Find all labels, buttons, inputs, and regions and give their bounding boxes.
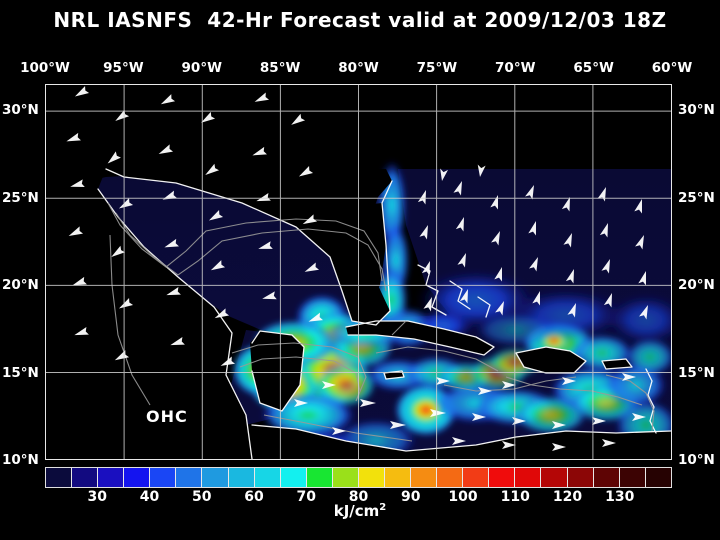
- colorbar-segment: [567, 468, 594, 487]
- colorbar-segment: [332, 468, 359, 487]
- colorbar-tick-label: 80: [348, 489, 369, 505]
- lat-tick-label-right: 10°N: [678, 452, 715, 468]
- colorbar-tick-label: 50: [192, 489, 212, 505]
- colorbar-segment: [541, 468, 568, 487]
- page-title: NRL IASNFS 42-Hr Forecast valid at 2009/…: [53, 8, 667, 32]
- colorbar-segment: [254, 468, 281, 487]
- lat-tick-label-left: 25°N: [2, 189, 39, 206]
- units-exponent: 2: [379, 502, 387, 513]
- colorbar-segment: [593, 468, 620, 487]
- colorbar-segment: [358, 468, 386, 487]
- lon-tick-label: 95°W: [103, 60, 144, 76]
- colorbar-segment: [306, 468, 333, 487]
- lat-tick-label-right: 30°N: [678, 102, 715, 119]
- colorbar-segment: [150, 468, 177, 487]
- colorbar-segment: [515, 468, 542, 487]
- lon-tick-label: 70°W: [495, 60, 536, 76]
- lat-tick-label-right: 20°N: [678, 277, 715, 294]
- colorbar-segment: [619, 468, 646, 487]
- lat-tick-label-left: 30°N: [2, 102, 39, 119]
- colorbar-tick-label: 60: [244, 489, 264, 505]
- current-vectors: [66, 86, 648, 451]
- colorbar-segment: [463, 468, 490, 487]
- colorbar-segment: [411, 468, 438, 487]
- lon-tick-label: 85°W: [259, 60, 301, 76]
- colorbar-segment: [228, 468, 255, 487]
- colorbar-segment: [124, 468, 151, 487]
- bathymetry-contours: [107, 202, 655, 442]
- colorbar-tick-label: 100: [448, 489, 478, 505]
- lon-tick-label: 65°W: [573, 60, 614, 76]
- lat-tick-label-left: 15°N: [2, 364, 39, 381]
- field-annotation: OHC: [146, 407, 188, 426]
- colorbar[interactable]: [45, 467, 672, 488]
- colorbar-units-label: kJ/cm2: [0, 502, 720, 520]
- lat-tick-label-right: 25°N: [678, 189, 715, 206]
- colorbar-segment: [202, 468, 229, 487]
- colorbar-segment: [98, 468, 125, 487]
- landmasses: [46, 169, 671, 459]
- colorbar-tick-label: 120: [552, 489, 583, 505]
- ohc-heatmap: [46, 85, 671, 459]
- map-canvas: [46, 85, 671, 459]
- lon-tick-label: 80°W: [338, 60, 379, 76]
- coastlines: [97, 168, 671, 459]
- map-gridlines: [46, 85, 671, 459]
- colorbar-segment: [385, 468, 412, 487]
- lon-tick-label: 100°W: [20, 60, 70, 76]
- lat-tick-label-left: 20°N: [2, 277, 39, 294]
- colorbar-tick-label: 90: [401, 489, 421, 505]
- colorbar-tick-label: 70: [296, 489, 316, 505]
- colorbar-segment: [72, 468, 99, 487]
- colorbar-tick-label: 130: [605, 489, 635, 505]
- colorbar-segment: [645, 468, 671, 487]
- colorbar-segment: [46, 468, 73, 487]
- colorbar-tick-label: 110: [500, 489, 530, 505]
- colorbar-segment: [176, 468, 203, 487]
- lat-tick-label-left: 10°N: [2, 452, 39, 468]
- lat-tick-label-right: 15°N: [678, 364, 715, 381]
- units-base: kJ/cm: [333, 502, 380, 520]
- lon-tick-label: 75°W: [416, 60, 458, 76]
- lon-tick-label: 90°W: [181, 60, 222, 76]
- colorbar-segment: [280, 468, 307, 487]
- colorbar-segment: [437, 468, 464, 487]
- lon-tick-label: 60°W: [651, 60, 693, 76]
- colorbar-segment: [489, 468, 516, 487]
- colorbar-tick-label: 30: [87, 489, 107, 505]
- colorbar-tick-label: 40: [139, 489, 160, 505]
- map-panel[interactable]: [45, 84, 672, 460]
